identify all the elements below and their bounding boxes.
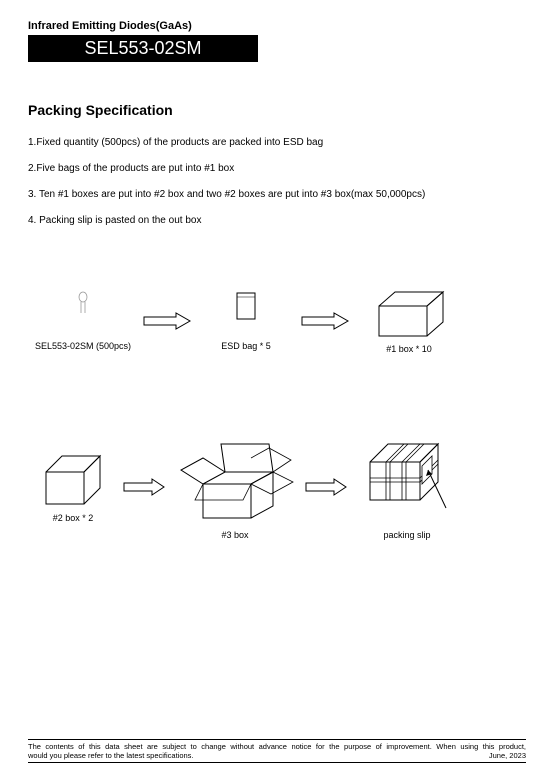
diagram-row-2: #2 box * 2 #3 box: [28, 434, 526, 540]
caption: SEL553-02SM (500pcs): [35, 341, 131, 351]
header-title: Infrared Emitting Diodes(GaAs): [28, 20, 526, 32]
caption: #3 box: [221, 530, 248, 540]
footer: The contents of this data sheet are subj…: [28, 739, 526, 763]
arrow-icon: [304, 477, 348, 497]
footer-left: would you please refer to the latest spe…: [28, 751, 194, 760]
arrow-icon: [142, 311, 192, 331]
caption: packing slip: [383, 530, 430, 540]
component-icon: [76, 291, 90, 317]
box-icon: [369, 288, 449, 338]
bag-icon: [235, 291, 257, 321]
open-box-icon: [175, 434, 295, 524]
spec-item: 1.Fixed quantity (500pcs) of the product…: [28, 136, 526, 150]
footer-line2: would you please refer to the latest spe…: [28, 751, 526, 760]
box-icon: [38, 452, 108, 507]
arrow-icon: [300, 311, 350, 331]
spec-list: 1.Fixed quantity (500pcs) of the product…: [28, 136, 526, 228]
part-number-bar: SEL553-02SM: [28, 35, 258, 62]
caption: #2 box * 2: [53, 513, 94, 523]
spec-item: 4. Packing slip is pasted on the out box: [28, 214, 526, 228]
strapped-box-icon: [360, 434, 455, 524]
stage-box1: #1 box * 10: [354, 288, 464, 354]
stage-box2: #2 box * 2: [28, 452, 118, 523]
page: Infrared Emitting Diodes(GaAs) SEL553-02…: [0, 0, 554, 540]
caption: #1 box * 10: [386, 344, 432, 354]
stage-packing-slip: packing slip: [352, 434, 462, 540]
spec-item: 2.Five bags of the products are put into…: [28, 162, 526, 176]
section-title: Packing Specification: [28, 102, 526, 118]
footer-date: June, 2023: [489, 751, 526, 760]
footer-line1: The contents of this data sheet are subj…: [28, 742, 526, 751]
spec-item: 3. Ten #1 boxes are put into #2 box and …: [28, 188, 526, 202]
caption: ESD bag * 5: [221, 341, 271, 351]
diagram-row-1: SEL553-02SM (500pcs) ESD bag * 5 #: [28, 288, 526, 354]
stage-box3: #3 box: [170, 434, 300, 540]
stage-esd-bag: ESD bag * 5: [196, 291, 296, 351]
arrow-icon: [122, 477, 166, 497]
stage-component: SEL553-02SM (500pcs): [28, 291, 138, 351]
